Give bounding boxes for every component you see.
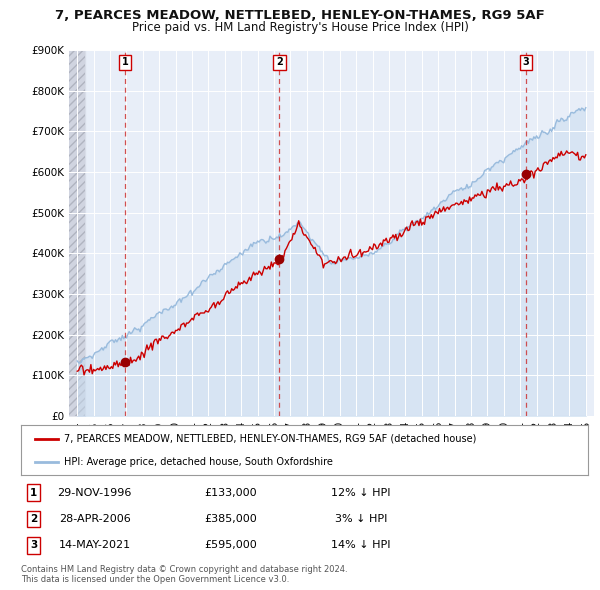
Text: 1: 1 bbox=[122, 57, 128, 67]
Text: 2: 2 bbox=[276, 57, 283, 67]
Text: £385,000: £385,000 bbox=[205, 514, 257, 524]
Text: Price paid vs. HM Land Registry's House Price Index (HPI): Price paid vs. HM Land Registry's House … bbox=[131, 21, 469, 34]
Polygon shape bbox=[69, 50, 85, 416]
Text: £595,000: £595,000 bbox=[205, 540, 257, 550]
Text: 29-NOV-1996: 29-NOV-1996 bbox=[58, 487, 132, 497]
Text: 14% ↓ HPI: 14% ↓ HPI bbox=[331, 540, 391, 550]
Text: HPI: Average price, detached house, South Oxfordshire: HPI: Average price, detached house, Sout… bbox=[64, 457, 332, 467]
Text: 7, PEARCES MEADOW, NETTLEBED, HENLEY-ON-THAMES, RG9 5AF: 7, PEARCES MEADOW, NETTLEBED, HENLEY-ON-… bbox=[55, 9, 545, 22]
Text: 1: 1 bbox=[30, 487, 37, 497]
Text: 28-APR-2006: 28-APR-2006 bbox=[59, 514, 131, 524]
Text: 14-MAY-2021: 14-MAY-2021 bbox=[59, 540, 131, 550]
Text: Contains HM Land Registry data © Crown copyright and database right 2024.
This d: Contains HM Land Registry data © Crown c… bbox=[21, 565, 347, 584]
Text: 3: 3 bbox=[523, 57, 530, 67]
Text: 3% ↓ HPI: 3% ↓ HPI bbox=[335, 514, 388, 524]
Text: £133,000: £133,000 bbox=[205, 487, 257, 497]
Text: 2: 2 bbox=[30, 514, 37, 524]
Text: 12% ↓ HPI: 12% ↓ HPI bbox=[331, 487, 391, 497]
Text: 3: 3 bbox=[30, 540, 37, 550]
Text: 7, PEARCES MEADOW, NETTLEBED, HENLEY-ON-THAMES, RG9 5AF (detached house): 7, PEARCES MEADOW, NETTLEBED, HENLEY-ON-… bbox=[64, 434, 476, 444]
